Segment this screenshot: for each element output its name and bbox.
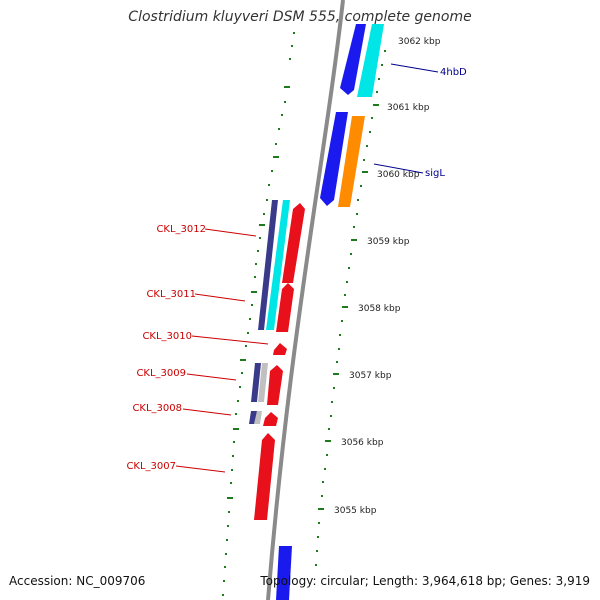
gene-blue-top[interactable] <box>340 24 366 95</box>
gene-red-ckl-3007[interactable] <box>254 433 275 520</box>
gene-blue-bottom[interactable] <box>276 546 292 600</box>
gene-label-ckl-3009[interactable]: CKL_3009 <box>136 368 186 379</box>
gene-label-ckl-3011[interactable]: CKL_3011 <box>146 289 196 300</box>
inner-dotted-ring <box>315 50 386 566</box>
gene-red-ckl-3010[interactable] <box>273 343 287 355</box>
gene-label-ckl-3008[interactable]: CKL_3008 <box>132 403 182 414</box>
gene-label-ckl-3012[interactable]: CKL_3012 <box>156 224 206 235</box>
kbp-label-3061: 3061 kbp <box>387 103 430 113</box>
map-title: Clostridium kluyveri DSM 555, complete g… <box>128 9 472 25</box>
kbp-label-3058: 3058 kbp <box>358 304 401 314</box>
gene-4hbD-blue[interactable] <box>320 112 348 206</box>
gene-label-ckl-3010[interactable]: CKL_3010 <box>142 331 192 342</box>
gene-cyan-3012[interactable] <box>266 200 290 330</box>
kbp-label-3057: 3057 kbp <box>349 371 392 381</box>
gene-red-ckl-3008[interactable] <box>263 412 278 426</box>
gene-silver-3009[interactable] <box>258 363 268 402</box>
kbp-label-3060: 3060 kbp <box>377 170 420 180</box>
kbp-label-3055: 3055 kbp <box>334 506 377 516</box>
gene-silver-3008[interactable] <box>254 411 262 424</box>
gene-cyan-top[interactable] <box>357 24 384 97</box>
gene-red-ckl-3009[interactable] <box>267 365 283 405</box>
genome-summary: Topology: circular; Length: 3,964,618 bp… <box>260 574 590 588</box>
kbp-label-3059: 3059 kbp <box>367 237 410 247</box>
gene-navy-3012[interactable] <box>258 200 278 330</box>
right-leader-lines <box>373 63 439 174</box>
kbp-label-3062: 3062 kbp <box>398 37 441 47</box>
gene-navy-3009[interactable] <box>251 363 261 402</box>
gene-red-ckl-3012[interactable] <box>282 203 305 283</box>
gene-label-4hbD[interactable]: 4hbD <box>440 67 467 78</box>
gene-red-ckl-3011[interactable] <box>276 283 294 332</box>
left-leader-lines <box>175 228 269 473</box>
accession-label: Accession: NC_009706 <box>9 574 146 588</box>
gene-label-sigL[interactable]: sigL <box>425 168 445 179</box>
right-dotted-ring <box>222 32 295 596</box>
gene-label-ckl-3007[interactable]: CKL_3007 <box>126 461 176 472</box>
gene-sigL-orange[interactable] <box>338 116 365 207</box>
kbp-label-3056: 3056 kbp <box>341 438 384 448</box>
genome-backbone <box>266 0 345 600</box>
